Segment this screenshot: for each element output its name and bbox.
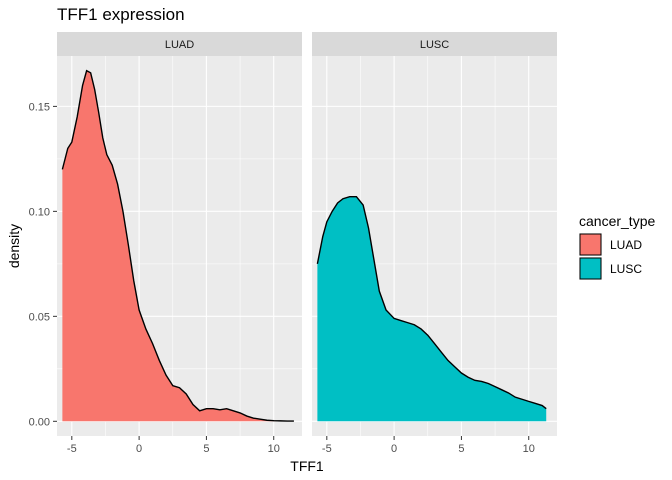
- chart-title: TFF1 expression: [57, 5, 185, 24]
- strip-luad-label: LUAD: [165, 39, 194, 51]
- density-curve-luad: [61, 69, 294, 422]
- y-tick-label: 0.10: [29, 206, 50, 218]
- y-tick-label: 0.05: [29, 311, 50, 323]
- x-tick-label: -5: [322, 443, 332, 455]
- x-tick-label: 0: [391, 443, 397, 455]
- x-axis-luad: -5 0 5 10: [67, 436, 280, 455]
- x-axis-lusc: -5 0 5 10: [322, 436, 535, 455]
- density-curve-lusc: [316, 195, 547, 410]
- strip-lusc-label: LUSC: [420, 39, 449, 51]
- legend-label-luad: LUAD: [610, 238, 642, 252]
- legend-swatch-luad: [579, 233, 602, 256]
- y-axis-title: density: [6, 224, 22, 268]
- x-tick-label: 10: [268, 443, 280, 455]
- legend: cancer_type LUAD LUSC: [579, 213, 655, 280]
- y-axis: 0.00 0.05 0.10 0.15: [29, 101, 57, 428]
- legend-swatch-lusc: [579, 257, 602, 280]
- density-area-lusc: [317, 196, 547, 422]
- y-tick-label: 0.00: [29, 416, 50, 428]
- x-tick-label: 10: [523, 443, 535, 455]
- legend-title: cancer_type: [579, 213, 655, 229]
- y-tick-label: 0.15: [29, 101, 50, 113]
- facet-luad: LUAD -5 0 5 10: [57, 32, 302, 455]
- strip-lusc-bg: [312, 32, 557, 56]
- x-tick-label: 5: [458, 443, 464, 455]
- density-area-luad: [62, 70, 294, 422]
- facet-lusc: LUSC -5 0 5 10: [312, 32, 557, 455]
- strip-luad-bg: [57, 32, 302, 56]
- legend-label-lusc: LUSC: [610, 262, 642, 276]
- x-tick-label: -5: [67, 443, 77, 455]
- x-axis-title: TFF1: [290, 458, 324, 474]
- x-tick-label: 0: [136, 443, 142, 455]
- x-tick-label: 5: [203, 443, 209, 455]
